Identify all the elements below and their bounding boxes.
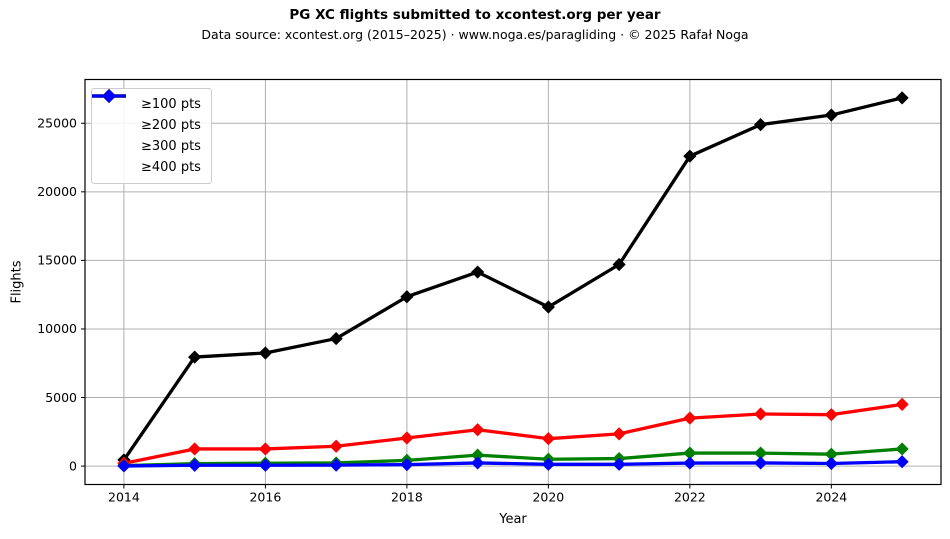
legend-item: ≥400 pts — [92, 89, 201, 178]
legend-item: ≥200 pts — [92, 89, 201, 136]
series-2-line — [123, 447, 903, 468]
x-tick-label: 2024 — [815, 490, 847, 505]
series-0-line — [122, 96, 903, 461]
x-tick-label: 2018 — [391, 490, 423, 505]
legend-item: ≥300 pts — [92, 89, 201, 157]
x-axis-label: Year — [499, 512, 527, 527]
series-0-markers — [117, 91, 909, 467]
y-tick-label: 20000 — [37, 184, 77, 199]
y-tick-label: 0 — [69, 458, 77, 473]
y-tick-label: 25000 — [37, 116, 77, 131]
chart-title: PG XC flights submitted to xcontest.org … — [289, 7, 661, 23]
legend-label: ≥300 pts — [141, 139, 201, 154]
y-axis-label: Flights — [9, 260, 25, 304]
legend-label: ≥400 pts — [141, 160, 201, 175]
chart-subtitle: Data source: xcontest.org (2015–2025) · … — [201, 27, 749, 42]
y-tick-label: 15000 — [37, 253, 77, 268]
axes-spines — [84, 78, 942, 486]
legend-label: ≥100 pts — [141, 97, 201, 112]
x-tick-label: 2022 — [674, 490, 706, 505]
legend-line-diamond-swatch — [92, 89, 133, 154]
series-1-line — [123, 402, 903, 465]
x-tick-label: 2016 — [249, 490, 281, 505]
y-tick-label: 5000 — [45, 390, 77, 405]
series-3-line — [123, 460, 903, 468]
y-tick-label: 10000 — [37, 321, 77, 336]
legend-line-diamond-swatch — [92, 89, 133, 133]
legend-label: ≥200 pts — [141, 118, 201, 133]
legend: ≥100 pts ≥200 pts ≥300 pts ≥400 pts — [91, 88, 212, 184]
x-tick-label: 2020 — [532, 490, 564, 505]
legend-line-diamond-swatch — [92, 89, 133, 175]
x-tick-label: 2014 — [108, 490, 140, 505]
